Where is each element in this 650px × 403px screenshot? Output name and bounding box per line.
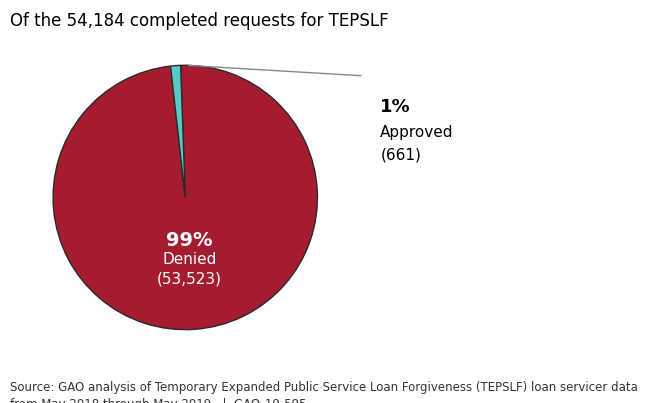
Wedge shape — [170, 65, 185, 197]
Wedge shape — [53, 65, 317, 330]
Text: Source: GAO analysis of Temporary Expanded Public Service Loan Forgiveness (TEPS: Source: GAO analysis of Temporary Expand… — [10, 381, 638, 403]
Text: Approved: Approved — [380, 125, 454, 141]
Text: Denied: Denied — [162, 252, 217, 267]
Text: 99%: 99% — [166, 231, 213, 250]
Text: (661): (661) — [380, 147, 421, 163]
Text: Of the 54,184 completed requests for TEPSLF: Of the 54,184 completed requests for TEP… — [10, 12, 389, 30]
Text: (53,523): (53,523) — [157, 272, 222, 287]
Text: 1%: 1% — [380, 98, 411, 116]
